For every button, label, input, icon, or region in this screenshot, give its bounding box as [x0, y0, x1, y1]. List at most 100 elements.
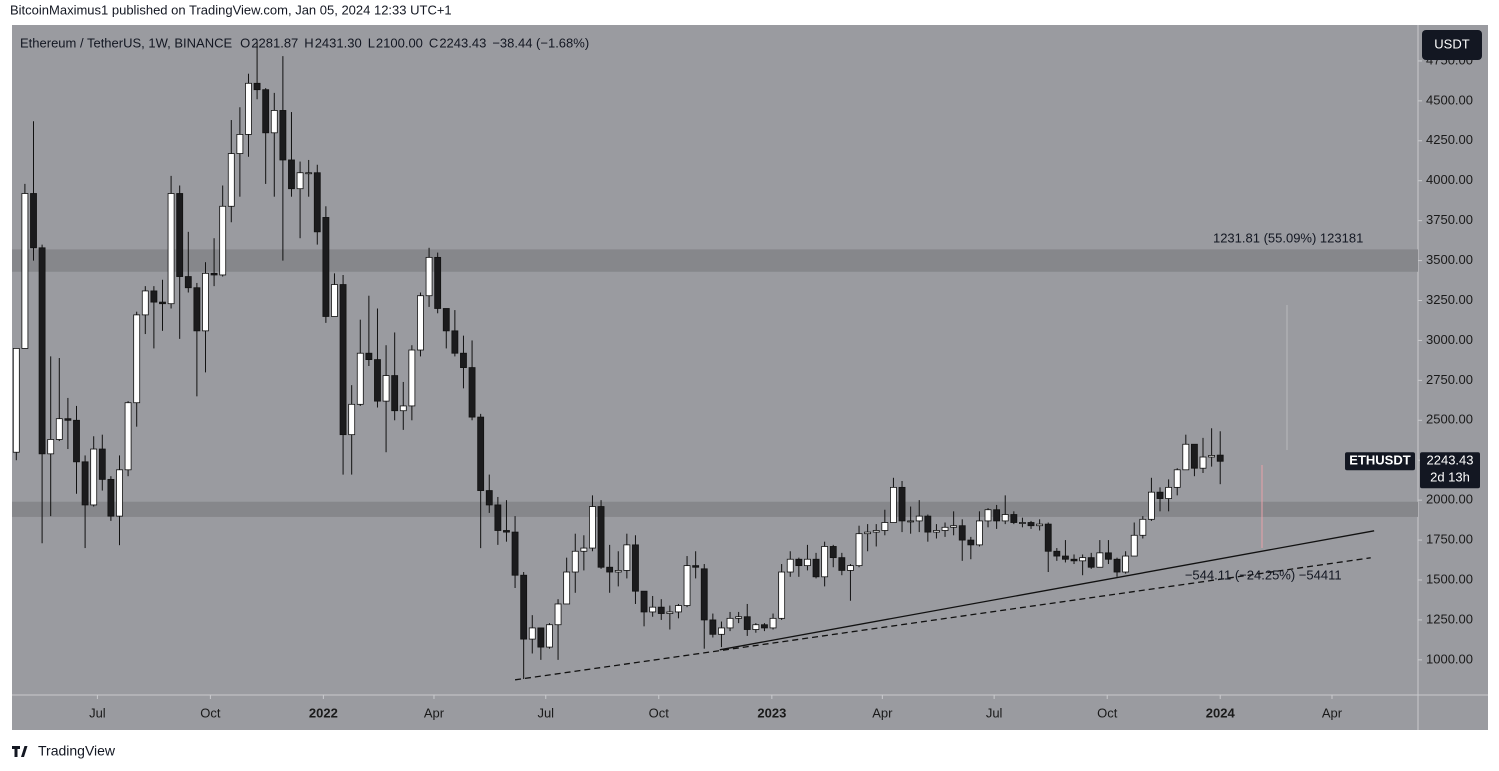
- y-tick-label: 2500.00: [1426, 412, 1473, 427]
- candle-body: [270, 110, 278, 134]
- price-tag: [1420, 452, 1480, 489]
- candle-body: [554, 603, 562, 626]
- x-tick-label: 2022: [309, 705, 338, 720]
- currency-label[interactable]: USDT: [1434, 36, 1469, 51]
- candle-body: [1044, 523, 1052, 552]
- candle-body: [829, 546, 837, 559]
- y-tick-label: 4000.00: [1426, 172, 1473, 187]
- footer-brand: TradingView: [38, 743, 116, 759]
- candle-body: [700, 568, 708, 621]
- candle-body: [399, 405, 407, 412]
- candle-body: [1010, 514, 1018, 523]
- candle-body: [838, 557, 846, 571]
- y-tick-label: 1250.00: [1426, 611, 1473, 626]
- candle-body: [1019, 522, 1026, 524]
- candle-body: [907, 520, 915, 523]
- candle-body: [898, 486, 906, 522]
- x-tick-label: Oct: [649, 705, 670, 720]
- candle-body: [245, 82, 252, 135]
- candle-body: [915, 515, 923, 522]
- candle-body: [709, 619, 717, 635]
- ohlc-letter: C: [429, 35, 438, 50]
- candle-body: [1130, 534, 1138, 557]
- candle-body: [692, 565, 700, 568]
- candle-body: [614, 570, 622, 573]
- candle-body: [1001, 514, 1009, 522]
- candle-body: [262, 89, 270, 134]
- candle-body: [778, 571, 786, 619]
- candle-body: [38, 247, 46, 455]
- candle-body: [735, 616, 743, 619]
- candle-body: [1027, 522, 1035, 527]
- candle-body: [503, 530, 510, 533]
- candle-body: [159, 301, 166, 305]
- x-tick-label: Apr: [1322, 705, 1343, 720]
- x-tick-label: Jul: [537, 705, 554, 720]
- candle-body: [253, 82, 261, 91]
- candle-body: [1122, 555, 1130, 573]
- candle-body: [804, 558, 811, 567]
- candle-body: [313, 172, 321, 233]
- candle-body: [485, 490, 493, 506]
- candle-body: [675, 605, 682, 613]
- candle-body: [589, 506, 596, 549]
- candle-body: [761, 624, 768, 629]
- candle-body: [683, 565, 691, 606]
- candle-body: [855, 533, 863, 567]
- candle-body: [227, 153, 235, 207]
- y-tick-label: 4500.00: [1426, 92, 1473, 107]
- candle-body: [98, 448, 106, 480]
- ohlc-value: 2281.87: [251, 35, 298, 50]
- candle-body: [1182, 443, 1190, 471]
- candle-body: [1199, 456, 1207, 469]
- trendline: [719, 530, 1375, 651]
- candle-body: [847, 565, 854, 571]
- candle-body: [107, 478, 115, 517]
- x-tick-label: Apr: [872, 705, 893, 720]
- candle-body: [1087, 557, 1095, 568]
- y-tick-label: 3500.00: [1426, 252, 1473, 267]
- candle-body: [133, 314, 141, 404]
- candle-body: [528, 627, 536, 640]
- candle-body: [331, 284, 338, 317]
- candle-body: [451, 330, 459, 354]
- candle-body: [924, 515, 932, 533]
- candle-body: [374, 359, 381, 402]
- ohlc-value: 2100.00: [376, 35, 423, 50]
- tradingview-logo: TradingView: [12, 743, 116, 759]
- y-tick-label: 3000.00: [1426, 332, 1473, 347]
- candle-body: [537, 627, 545, 648]
- candle-body: [408, 349, 416, 407]
- candle-body: [339, 284, 347, 436]
- x-tick-label: 2024: [1206, 705, 1236, 720]
- candle-body: [872, 530, 880, 533]
- candle-body: [580, 547, 588, 552]
- candle-body: [1096, 552, 1104, 568]
- candle-body: [563, 571, 571, 605]
- currency-button[interactable]: [1422, 30, 1482, 60]
- candle-body: [1070, 558, 1078, 562]
- candle-body: [434, 256, 442, 309]
- candle-body: [769, 617, 777, 629]
- candle-body: [176, 193, 184, 277]
- candle-body: [597, 506, 605, 568]
- candle-body: [623, 544, 631, 571]
- price-change: −38.44 (−1.68%): [492, 35, 589, 50]
- price-zone: [12, 249, 1418, 272]
- logo-icon: [12, 746, 28, 757]
- candle-body: [81, 461, 89, 506]
- plot-area: 1231.81 (55.09%) 123181 −544.11 (−24.25%)…: [12, 41, 1418, 681]
- symbol-tag: [1345, 452, 1415, 471]
- candle-body: [21, 193, 29, 349]
- x-tick-label: Jul: [89, 705, 106, 720]
- candle-body: [73, 419, 80, 463]
- candle-body: [743, 616, 751, 630]
- candle-body: [236, 134, 244, 154]
- candle-body: [55, 418, 63, 440]
- candle-body: [726, 617, 734, 629]
- candle-body: [571, 550, 579, 573]
- candle-body: [950, 525, 958, 528]
- y-tick-label: 1750.00: [1426, 532, 1473, 547]
- candle-body: [30, 193, 37, 249]
- candle-body: [1165, 486, 1173, 499]
